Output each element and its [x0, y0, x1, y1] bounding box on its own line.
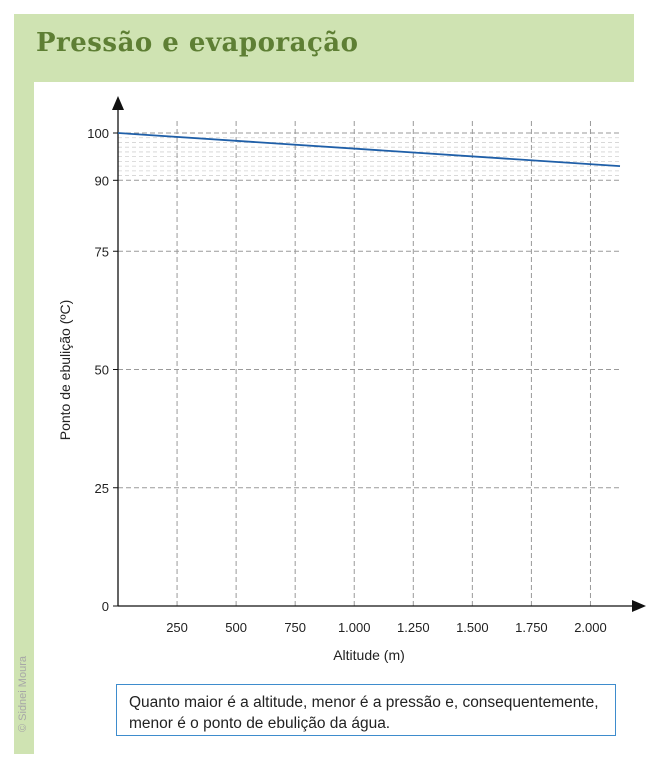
x-tick-label: 1.250 — [397, 620, 430, 635]
y-tick-label: 75 — [95, 244, 109, 259]
page-title: Pressão e evaporação — [36, 28, 359, 58]
x-tick-label: 1.750 — [515, 620, 548, 635]
caption-box: Quanto maior é a altitude, menor é a pre… — [116, 684, 616, 736]
x-tick-label: 500 — [225, 620, 247, 635]
y-tick-label: 0 — [102, 599, 109, 614]
x-tick-label: 1.000 — [338, 620, 371, 635]
y-tick-label: 90 — [95, 173, 109, 188]
x-tick-label: 250 — [166, 620, 188, 635]
y-tick-label: 50 — [95, 363, 109, 378]
y-tick-label: 100 — [87, 126, 109, 141]
boiling-point-line — [117, 132, 621, 168]
y-tick-label: 25 — [95, 481, 109, 496]
x-tick-label: 2.000 — [574, 620, 607, 635]
x-tick-label: 1.500 — [456, 620, 489, 635]
x-axis-arrow — [632, 600, 646, 612]
y-axis-title: Ponto de ebulição (ºC) — [57, 300, 73, 441]
y-axis-arrow — [112, 96, 124, 110]
x-tick-label: 750 — [284, 620, 306, 635]
x-axis-title: Altitude (m) — [333, 647, 405, 663]
chart-card — [34, 82, 650, 765]
